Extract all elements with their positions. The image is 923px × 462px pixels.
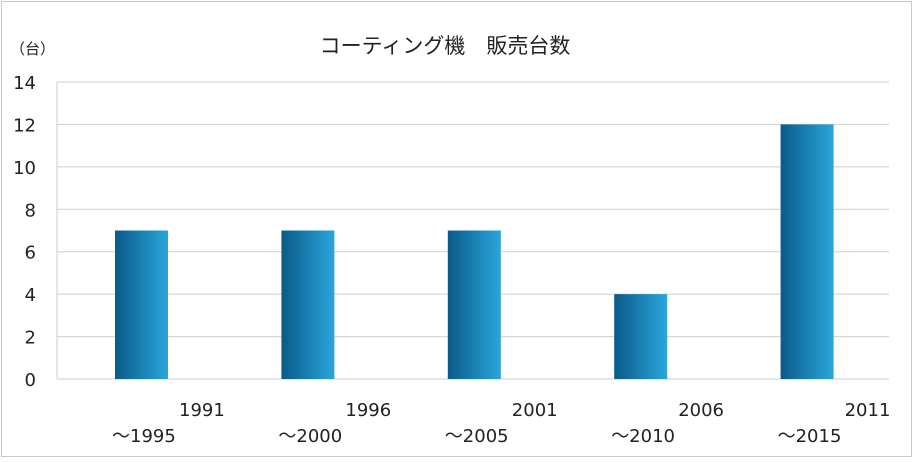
chart-frame	[1, 1, 912, 457]
y-tick-label: 2	[25, 328, 36, 349]
y-tick-label: 4	[25, 285, 36, 306]
x-tick-label-end: ～2005	[445, 426, 509, 447]
y-tick-label: 10	[13, 158, 36, 179]
bar	[614, 294, 668, 379]
bar	[780, 124, 834, 379]
bar	[281, 230, 335, 379]
bar	[115, 230, 168, 379]
x-tick-label-start: 1991	[179, 400, 225, 421]
y-tick-label: 12	[13, 115, 36, 136]
x-tick-label-end: ～2010	[611, 426, 675, 447]
x-tick-label-start: 2006	[678, 400, 724, 421]
x-tick-label-end: ～1995	[112, 426, 176, 447]
y-tick-label: 8	[25, 200, 36, 221]
x-tick-label-end: ～2000	[278, 426, 342, 447]
x-tick-label-end: ～2015	[778, 426, 842, 447]
y-axis-unit-label: （台）	[10, 40, 56, 58]
y-tick-label: 0	[25, 370, 36, 391]
x-tick-label-start: 1996	[345, 400, 391, 421]
bar	[447, 230, 501, 379]
x-tick-label-start: 2001	[512, 400, 558, 421]
y-tick-label: 6	[25, 243, 36, 264]
chart-title: コーティング機 販売台数	[319, 34, 571, 58]
y-tick-label: 14	[13, 73, 36, 94]
x-tick-label-start: 2011	[845, 400, 891, 421]
